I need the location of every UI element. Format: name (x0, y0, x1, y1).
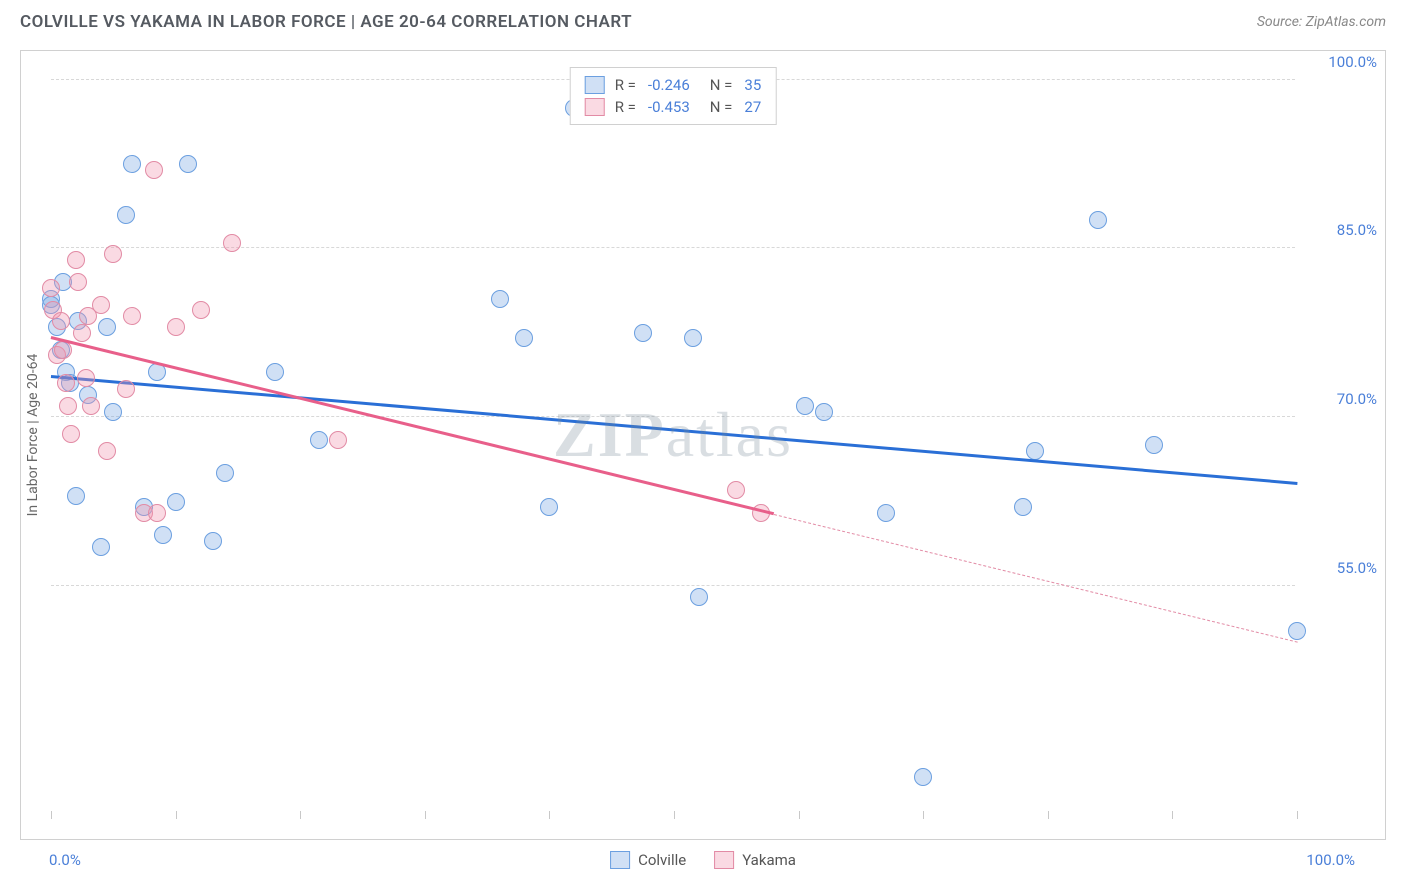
data-point (727, 481, 745, 499)
data-point (179, 155, 197, 173)
data-point (117, 380, 135, 398)
data-point (104, 245, 122, 263)
plot-area: In Labor Force | Age 20-64 ZIPatlas R = … (51, 59, 1295, 811)
data-point (1288, 622, 1306, 640)
data-point (540, 498, 558, 516)
data-point (148, 504, 166, 522)
data-point (82, 397, 100, 415)
data-point (123, 155, 141, 173)
legend-swatch (610, 851, 630, 869)
data-point (98, 318, 116, 336)
trend-line (51, 375, 1297, 484)
data-point (42, 279, 60, 297)
data-point (67, 487, 85, 505)
data-point (77, 369, 95, 387)
y-tick-label: 85.0% (1337, 221, 1377, 239)
data-point (62, 425, 80, 443)
y-tick-label: 100.0% (1328, 53, 1377, 71)
data-point (59, 397, 77, 415)
series-legend: Colville Yakama (610, 851, 796, 869)
r-value: -0.246 (648, 76, 690, 94)
r-label: R = (615, 76, 636, 94)
data-point (69, 273, 87, 291)
n-value: 27 (744, 98, 761, 116)
data-point (204, 532, 222, 550)
x-tick (1297, 811, 1298, 819)
data-point (167, 318, 185, 336)
x-tick (176, 811, 177, 819)
y-tick-label: 70.0% (1337, 390, 1377, 408)
x-tick (1048, 811, 1049, 819)
x-tick (51, 811, 52, 819)
data-point (145, 161, 163, 179)
source-attribution: Source: ZipAtlas.com (1257, 14, 1386, 30)
gridline (51, 416, 1295, 417)
data-point (104, 403, 122, 421)
data-point (98, 442, 116, 460)
x-axis-end-label: 100.0% (1306, 851, 1355, 869)
data-point (796, 397, 814, 415)
data-point (117, 206, 135, 224)
data-point (92, 538, 110, 556)
data-point (690, 588, 708, 606)
data-point (310, 431, 328, 449)
data-point (1014, 498, 1032, 516)
x-tick (549, 811, 550, 819)
data-point (73, 324, 91, 342)
data-point (57, 374, 75, 392)
data-point (266, 363, 284, 381)
data-point (877, 504, 895, 522)
legend-swatch (585, 76, 605, 94)
chart-container: In Labor Force | Age 20-64 ZIPatlas R = … (20, 50, 1386, 840)
data-point (67, 251, 85, 269)
legend-item: Yakama (714, 851, 796, 869)
trend-line-extrapolated (774, 514, 1298, 643)
correlation-legend: R = -0.246 N = 35 R = -0.453 N = 27 (570, 67, 777, 125)
legend-swatch (714, 851, 734, 869)
data-point (192, 301, 210, 319)
x-tick (1172, 811, 1173, 819)
legend-stat-row: R = -0.453 N = 27 (585, 96, 762, 118)
data-point (223, 234, 241, 252)
data-point (167, 493, 185, 511)
data-point (123, 307, 141, 325)
legend-label: Yakama (742, 851, 796, 869)
x-tick (674, 811, 675, 819)
data-point (92, 296, 110, 314)
legend-item: Colville (610, 851, 686, 869)
data-point (216, 464, 234, 482)
n-label: N = (710, 76, 733, 94)
legend-stat-row: R = -0.246 N = 35 (585, 74, 762, 96)
data-point (1026, 442, 1044, 460)
y-axis-title: In Labor Force | Age 20-64 (25, 354, 41, 517)
data-point (634, 324, 652, 342)
x-tick (923, 811, 924, 819)
x-tick (425, 811, 426, 819)
trend-line (51, 336, 774, 515)
gridline (51, 585, 1295, 586)
data-point (1089, 211, 1107, 229)
y-tick-label: 55.0% (1337, 559, 1377, 577)
chart-title: COLVILLE VS YAKAMA IN LABOR FORCE | AGE … (20, 12, 632, 32)
data-point (815, 403, 833, 421)
x-axis-start-label: 0.0% (49, 851, 81, 869)
data-point (515, 329, 533, 347)
legend-label: Colville (638, 851, 686, 869)
x-tick (300, 811, 301, 819)
legend-swatch (585, 98, 605, 116)
r-value: -0.453 (648, 98, 690, 116)
n-label: N = (710, 98, 733, 116)
data-point (491, 290, 509, 308)
data-point (914, 768, 932, 786)
r-label: R = (615, 98, 636, 116)
data-point (684, 329, 702, 347)
data-point (52, 312, 70, 330)
n-value: 35 (744, 76, 761, 94)
data-point (329, 431, 347, 449)
x-tick (799, 811, 800, 819)
data-point (1145, 436, 1163, 454)
data-point (154, 526, 172, 544)
